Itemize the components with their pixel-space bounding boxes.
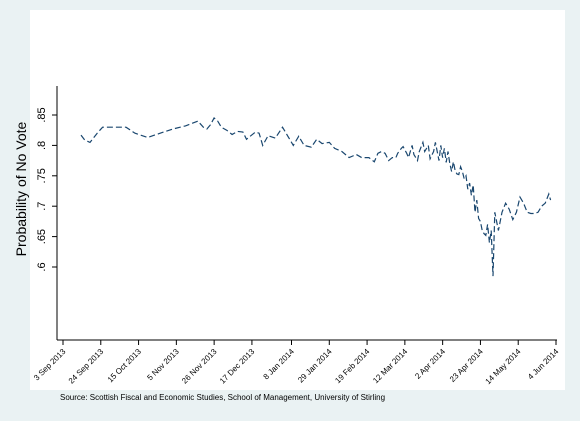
plot-background <box>30 10 565 390</box>
series-line <box>80 117 552 277</box>
y-tick-label: .8 <box>36 141 48 150</box>
source-note: Source: Scottish Fiscal and Economic Stu… <box>60 393 385 402</box>
y-tick-label: .65 <box>36 229 48 244</box>
y-tick-label: .75 <box>36 168 48 183</box>
y-axis-title: Probability of No Vote <box>13 121 29 256</box>
y-tick-label: .7 <box>36 202 48 211</box>
y-axis-ticks: .6 .65 .7 .75 .8 .85 <box>36 107 57 272</box>
y-tick-label: .85 <box>36 107 48 122</box>
y-tick-label: .6 <box>36 262 48 271</box>
